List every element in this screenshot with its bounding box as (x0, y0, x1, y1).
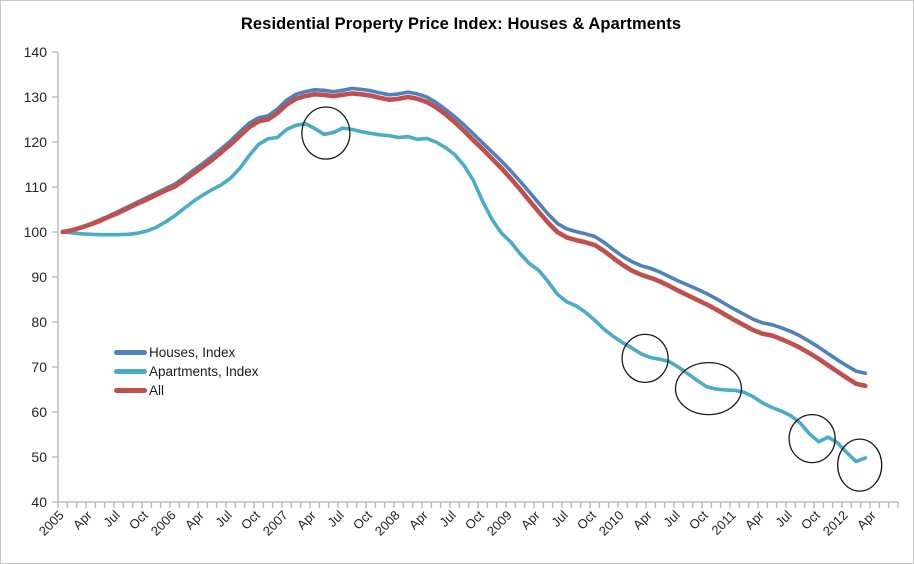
x-axis-tick-label: Jul (660, 507, 682, 529)
x-axis-tick-label: 2009 (484, 508, 515, 539)
x-axis-tick-label: 2012 (820, 508, 851, 539)
x-axis-tick-label: Jul (548, 507, 570, 529)
y-axis-tick-label: 40 (31, 494, 47, 510)
x-axis-tick-label: 2006 (148, 508, 179, 539)
x-axis-tick-label: Apr (518, 507, 543, 532)
y-axis-tick-label: 90 (31, 269, 47, 285)
x-axis-tick-label: 2008 (372, 508, 403, 539)
legend-label-all: All (149, 383, 165, 398)
x-axis-tick-label: Jul (100, 507, 122, 529)
x-axis-tick-label: 2010 (596, 508, 627, 539)
annotation-circle (837, 438, 883, 492)
x-axis-tick-label: Apr (630, 507, 655, 532)
legend-label-apartments: Apartments, Index (149, 364, 259, 379)
annotation-circle (301, 106, 351, 160)
annotation-circle (621, 333, 669, 384)
x-axis-tick-label: Jul (212, 507, 234, 529)
x-axis-tick-label: Apr (406, 507, 431, 532)
legend-label-houses: Houses, Index (149, 345, 236, 360)
legend-item-all: All (114, 383, 259, 398)
chart-title: Residential Property Price Index: Houses… (240, 15, 682, 33)
y-axis-tick-label: 70 (31, 359, 47, 375)
x-axis-tick-label: Apr (70, 507, 95, 532)
y-axis-tick-label: 100 (24, 224, 48, 240)
houses-line-swatch (114, 350, 147, 355)
y-axis-tick-label: 50 (31, 449, 47, 465)
x-axis-tick-label: Jul (436, 507, 458, 529)
all-series-line (60, 91, 868, 389)
legend-item-houses: Houses, Index (114, 345, 259, 360)
houses-series-line (60, 86, 868, 376)
y-axis-tick-label: 110 (25, 179, 48, 195)
x-axis-tick-label: 2005 (36, 508, 67, 539)
x-axis-tick-label: Apr (294, 507, 319, 532)
x-axis-tick-label: Apr (182, 507, 207, 532)
y-axis-tick-label: 130 (24, 89, 48, 105)
x-axis-tick-label: Jul (324, 507, 346, 529)
x-axis-tick-label: Jul (772, 507, 794, 529)
x-axis-tick-label: 2007 (260, 508, 291, 539)
apartments-series-line (60, 121, 868, 464)
x-axis-tick-label: Apr (854, 507, 879, 532)
y-axis-tick-label: 80 (31, 314, 47, 330)
x-axis-tick-label: Apr (742, 507, 767, 532)
all-line-swatch (114, 388, 147, 393)
y-axis-tick-label: 60 (31, 404, 47, 420)
annotation-circle (788, 413, 836, 464)
y-axis-tick-label: 140 (24, 44, 48, 60)
x-axis-tick-label: 2011 (708, 508, 738, 538)
x-axis-tick-label: Oct (686, 507, 711, 532)
legend-item-apartments: Apartments, Index (114, 364, 259, 379)
annotation-circle (674, 361, 743, 416)
legend: Houses, Index Apartments, Index All (114, 345, 259, 398)
apartments-line-swatch (114, 369, 147, 374)
y-axis-tick-label: 120 (24, 134, 48, 150)
